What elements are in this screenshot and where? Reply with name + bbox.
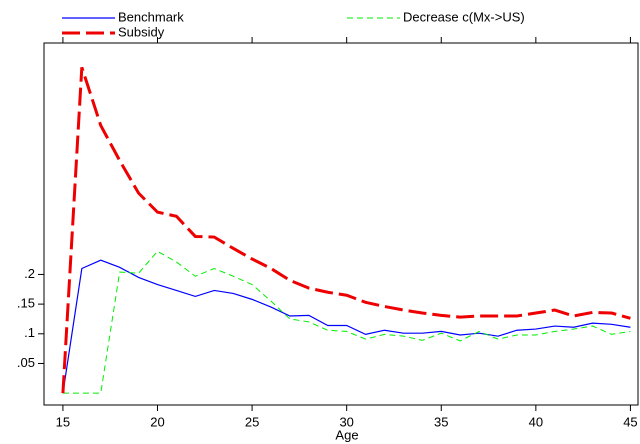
x-tick-label: 45	[623, 414, 637, 429]
legend-label: Decrease c(Mx->US)	[403, 9, 525, 24]
series-line	[61, 66, 631, 394]
series-line	[62, 259, 631, 394]
x-tick-label: 15	[56, 414, 70, 429]
y-tick-label: .2	[24, 266, 35, 281]
x-tick-label: 20	[150, 414, 164, 429]
y-tick-label: .15	[17, 296, 35, 311]
x-axis-label: Age	[335, 427, 358, 442]
legend-label: Subsidy	[118, 24, 165, 39]
plot-frame	[43, 42, 639, 406]
legend-label: Benchmark	[118, 9, 184, 24]
series-line	[62, 250, 631, 394]
x-tick-label: 25	[245, 414, 259, 429]
y-tick-label: .05	[17, 355, 35, 370]
y-tick-label: .1	[24, 325, 35, 340]
x-tick-label: 35	[434, 414, 448, 429]
x-tick-label: 30	[339, 414, 353, 429]
x-tick-label: 40	[529, 414, 543, 429]
